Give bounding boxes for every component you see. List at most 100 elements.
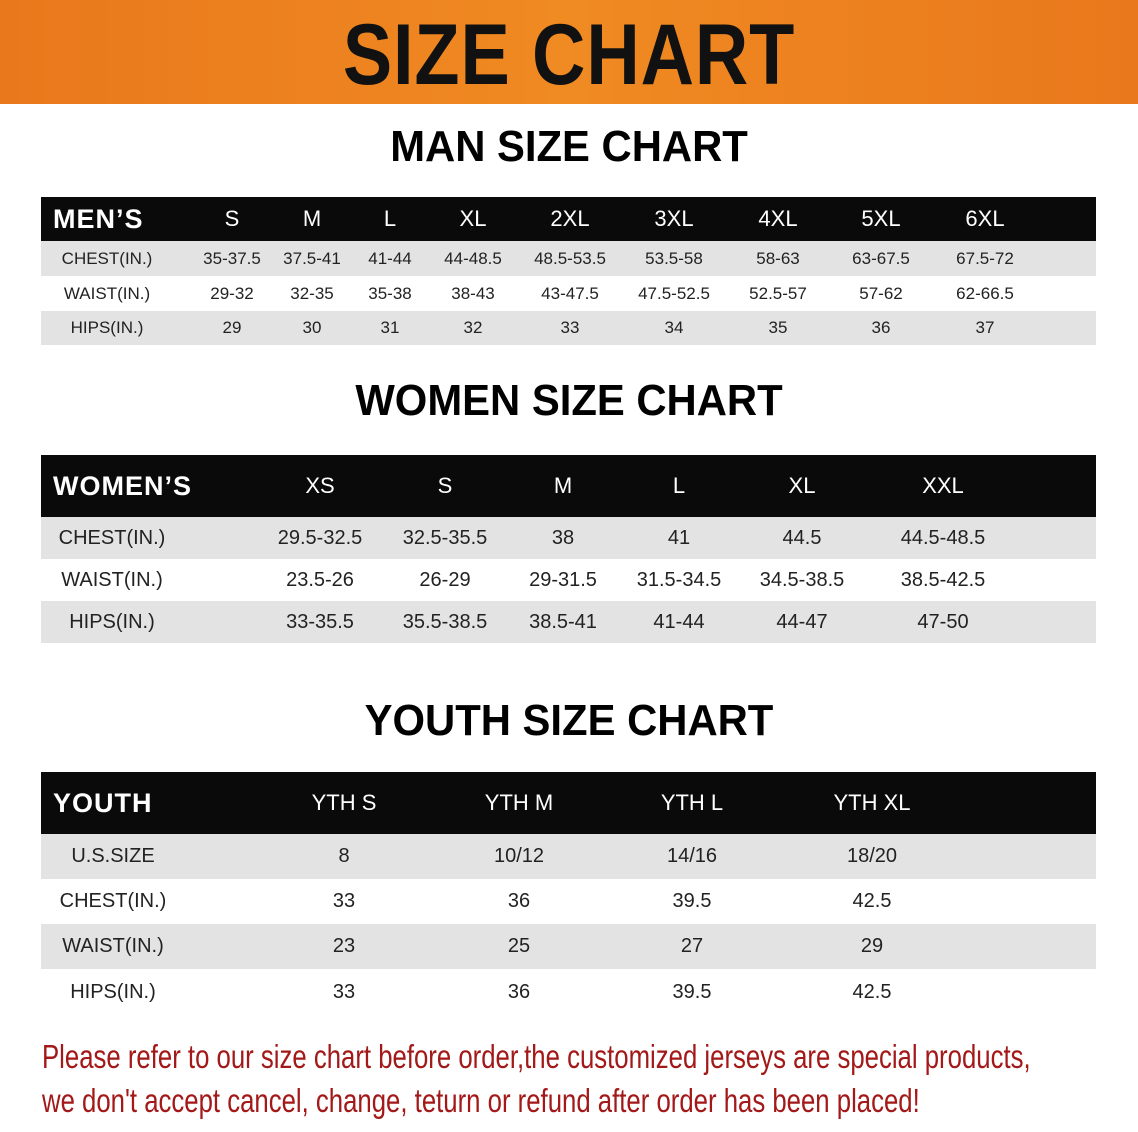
- value-cell: 39.5: [672, 980, 712, 1003]
- value-cell: 18/20: [846, 845, 898, 867]
- value-cell: 30: [302, 318, 322, 337]
- value-cell: 63-67.5: [852, 248, 910, 268]
- youth-section-title: YOUTH SIZE CHART: [364, 696, 774, 745]
- size-header-cell: S: [437, 473, 453, 498]
- youth-header-row: YOUTH YTH S YTH M YTH L YTH XL: [41, 772, 1096, 834]
- table-row: HIPS(IN.) 33-35.5 35.5-38.5 38.5-41 41-44 44-…: [41, 601, 1096, 643]
- value-cell: 33: [332, 980, 356, 1003]
- value-cell: 29: [860, 935, 884, 957]
- value-cell: 44.5: [782, 526, 822, 549]
- value-cell: 31: [380, 318, 400, 337]
- size-header-cell: XL: [788, 473, 816, 498]
- value-cell: 38.5-42.5: [900, 568, 986, 591]
- measure-label-cell: U.S.SIZE: [71, 845, 155, 867]
- size-header-cell: 3XL: [654, 206, 694, 231]
- value-cell: 32.5-35.5: [402, 526, 488, 549]
- value-cell: 23: [332, 935, 356, 957]
- table-row: HIPS(IN.) 33 36 39.5 42.5: [41, 969, 1096, 1015]
- value-cell: 38.5-41: [529, 610, 597, 633]
- value-cell: 36: [871, 318, 891, 337]
- value-cell: 62-66.5: [956, 283, 1014, 303]
- value-cell: 32: [463, 318, 483, 337]
- value-cell: 34.5-38.5: [759, 568, 845, 591]
- value-cell: 31.5-34.5: [636, 568, 722, 591]
- measure-label-cell: WAIST(IN.): [63, 283, 151, 303]
- measure-label-cell: WAIST(IN.): [61, 568, 163, 591]
- men-header-row: MEN’S S M L XL 2XL 3XL 4XL 5XL 6XL: [41, 197, 1096, 241]
- table-row: CHEST(IN.) 35-37.5 37.5-41 41-44 44-48.5 48.5…: [41, 241, 1096, 276]
- size-header-cell: XXL: [922, 473, 964, 498]
- value-cell: 67.5-72: [956, 248, 1014, 268]
- value-cell: 58-63: [756, 248, 800, 268]
- value-cell: 36: [507, 980, 531, 1003]
- value-cell: 38-43: [451, 283, 495, 303]
- table-row: CHEST(IN.) 29.5-32.5 32.5-35.5 38 41 44.5 44.5…: [41, 517, 1096, 559]
- value-cell: 14/16: [666, 845, 718, 867]
- table-row: WAIST(IN.) 23 25 27 29: [41, 924, 1096, 969]
- value-cell: 29-31.5: [529, 568, 597, 591]
- table-row: U.S.SIZE 8 10/12 14/16 18/20: [41, 834, 1096, 879]
- measure-label-cell: HIPS(IN.): [69, 610, 155, 633]
- value-cell: 37.5-41: [283, 248, 341, 268]
- size-header-cell: YTH XL: [833, 790, 911, 815]
- value-cell: 33-35.5: [286, 610, 354, 633]
- table-title-cell: WOMEN’S: [53, 470, 192, 501]
- value-cell: 27: [680, 935, 704, 957]
- value-cell: 25: [507, 935, 531, 957]
- size-header-cell: L: [383, 206, 397, 231]
- value-cell: 35-37.5: [203, 248, 261, 268]
- size-header-cell: YTH S: [311, 790, 377, 815]
- size-header-cell: L: [672, 473, 686, 498]
- women-section-title: WOMEN SIZE CHART: [355, 376, 783, 425]
- measure-label-cell: HIPS(IN.): [70, 980, 156, 1003]
- value-cell: 29: [222, 318, 242, 337]
- table-row: WAIST(IN.) 29-32 32-35 35-38 38-43 43-47.5 47.…: [41, 276, 1096, 311]
- value-cell: 38: [551, 526, 575, 549]
- value-cell: 33: [332, 890, 356, 912]
- value-cell: 33: [560, 318, 580, 337]
- table-row: CHEST(IN.) 33 36 39.5 42.5: [41, 879, 1096, 924]
- value-cell: 35.5-38.5: [402, 610, 488, 633]
- measure-label-cell: HIPS(IN.): [70, 318, 144, 337]
- value-cell: 37: [975, 318, 995, 337]
- size-header-cell: S: [224, 206, 240, 231]
- size-header-cell: XS: [305, 473, 335, 498]
- value-cell: 32-35: [290, 283, 334, 303]
- value-cell: 41-44: [368, 248, 412, 268]
- banner-title: SIZE CHART: [342, 7, 796, 103]
- value-cell: 29.5-32.5: [277, 526, 363, 549]
- banner: SIZE CHART: [0, 0, 1138, 104]
- women-header-row: WOMEN’S XS S M L XL XXL: [41, 455, 1096, 517]
- value-cell: 35-38: [368, 283, 412, 303]
- value-cell: 34: [664, 318, 684, 337]
- value-cell: 41: [667, 526, 691, 549]
- value-cell: 47.5-52.5: [638, 283, 710, 303]
- women-size-table: WOMEN’S XS S M L XL XXL CHEST(IN.) 29.5-32.5 32.5…: [41, 455, 1096, 643]
- notice-line-2: we don't accept cancel, change, teturn o…: [42, 1082, 920, 1119]
- measure-label-cell: WAIST(IN.): [62, 935, 164, 957]
- measure-label-cell: CHEST(IN.): [61, 248, 153, 268]
- size-header-cell: YTH L: [660, 790, 724, 815]
- value-cell: 42.5: [852, 890, 892, 912]
- value-cell: 35: [768, 318, 788, 337]
- size-header-cell: 4XL: [758, 206, 798, 231]
- size-header-cell: M: [302, 206, 322, 231]
- value-cell: 44-48.5: [444, 248, 502, 268]
- value-cell: 53.5-58: [645, 248, 703, 268]
- value-cell: 41-44: [653, 610, 705, 633]
- size-header-cell: XL: [459, 206, 487, 231]
- table-title-cell: MEN’S: [53, 203, 144, 234]
- size-header-cell: YTH M: [484, 790, 554, 815]
- youth-size-table: YOUTH YTH S YTH M YTH L YTH XL U.S.SIZE 8 10/12…: [41, 772, 1096, 1015]
- value-cell: 52.5-57: [749, 283, 807, 303]
- table-row: WAIST(IN.) 23.5-26 26-29 29-31.5 31.5-34.5 34…: [41, 559, 1096, 601]
- value-cell: 39.5: [672, 890, 712, 912]
- value-cell: 43-47.5: [541, 283, 599, 303]
- value-cell: 48.5-53.5: [534, 248, 606, 268]
- value-cell: 23.5-26: [286, 568, 354, 591]
- value-cell: 44-47: [776, 610, 828, 633]
- men-size-table: MEN’S S M L XL 2XL 3XL 4XL 5XL 6XL CHEST(IN.) 35-37…: [41, 197, 1096, 345]
- value-cell: 10/12: [493, 845, 545, 867]
- size-header-cell: 2XL: [550, 206, 590, 231]
- notice-line-1: Please refer to our size chart before or…: [42, 1038, 1031, 1075]
